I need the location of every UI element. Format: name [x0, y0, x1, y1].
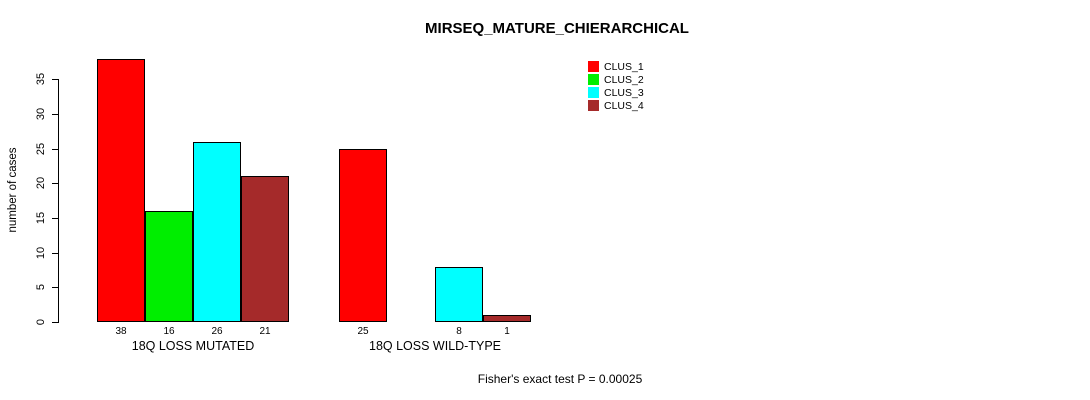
bar-value-label: 16 — [163, 326, 175, 337]
legend-item-CLUS_3: CLUS_3 — [588, 86, 644, 99]
bar-value-label: 8 — [456, 326, 462, 337]
legend-label: CLUS_2 — [604, 73, 644, 86]
y-axis-line — [58, 79, 59, 322]
y-tick-label-35: 35 — [35, 72, 47, 86]
legend-label: CLUS_1 — [604, 60, 644, 73]
y-tick-label-10: 10 — [35, 246, 47, 260]
y-tick-label-0: 0 — [35, 318, 47, 326]
y-tick-label-5: 5 — [35, 283, 47, 291]
bar-value-label: 1 — [504, 326, 510, 337]
y-tick-label-25: 25 — [35, 142, 47, 156]
legend-item-CLUS_1: CLUS_1 — [588, 60, 644, 73]
legend-swatch-CLUS_3 — [588, 87, 599, 98]
y-tick-mark-0 — [52, 322, 59, 323]
y-tick-mark-15 — [52, 218, 59, 219]
bar-CLUS_2-group1 — [145, 211, 193, 322]
bar-value-label: 25 — [357, 326, 369, 337]
annotation-text: Fisher's exact test P = 0.00025 — [477, 372, 643, 386]
legend: CLUS_1 CLUS_2 CLUS_3 CLUS_4 — [588, 60, 644, 112]
bar-value-label: 38 — [115, 326, 127, 337]
y-tick-mark-10 — [52, 253, 59, 254]
legend-item-CLUS_4: CLUS_4 — [588, 99, 644, 112]
legend-label: CLUS_3 — [604, 86, 644, 99]
y-tick-mark-5 — [52, 287, 59, 288]
y-tick-label-15: 15 — [35, 211, 47, 225]
bar-CLUS_3-group2 — [435, 267, 483, 322]
x-group-label-2: 18Q LOSS WILD-TYPE — [369, 339, 501, 353]
legend-item-CLUS_2: CLUS_2 — [588, 73, 644, 86]
bar-CLUS_4-group1 — [241, 176, 289, 322]
legend-swatch-CLUS_2 — [588, 74, 599, 85]
bar-CLUS_3-group1 — [193, 142, 241, 322]
y-tick-mark-35 — [52, 79, 59, 80]
bar-CLUS_1-group2 — [339, 149, 387, 322]
bar-CLUS_1-group1 — [97, 59, 145, 322]
y-tick-label-30: 30 — [35, 107, 47, 121]
bar-value-label: 21 — [259, 326, 271, 337]
y-tick-mark-30 — [52, 114, 59, 115]
chart-title: MIRSEQ_MATURE_CHIERARCHICAL — [425, 20, 689, 37]
y-tick-label-20: 20 — [35, 176, 47, 190]
bar-CLUS_4-group2 — [483, 315, 531, 322]
bar-value-label: 26 — [211, 326, 223, 337]
legend-swatch-CLUS_4 — [588, 100, 599, 111]
x-group-label-1: 18Q LOSS MUTATED — [131, 339, 255, 353]
y-tick-mark-20 — [52, 183, 59, 184]
legend-label: CLUS_4 — [604, 99, 644, 112]
y-tick-mark-25 — [52, 149, 59, 150]
y-axis-label: number of cases — [7, 147, 19, 233]
legend-swatch-CLUS_1 — [588, 61, 599, 72]
